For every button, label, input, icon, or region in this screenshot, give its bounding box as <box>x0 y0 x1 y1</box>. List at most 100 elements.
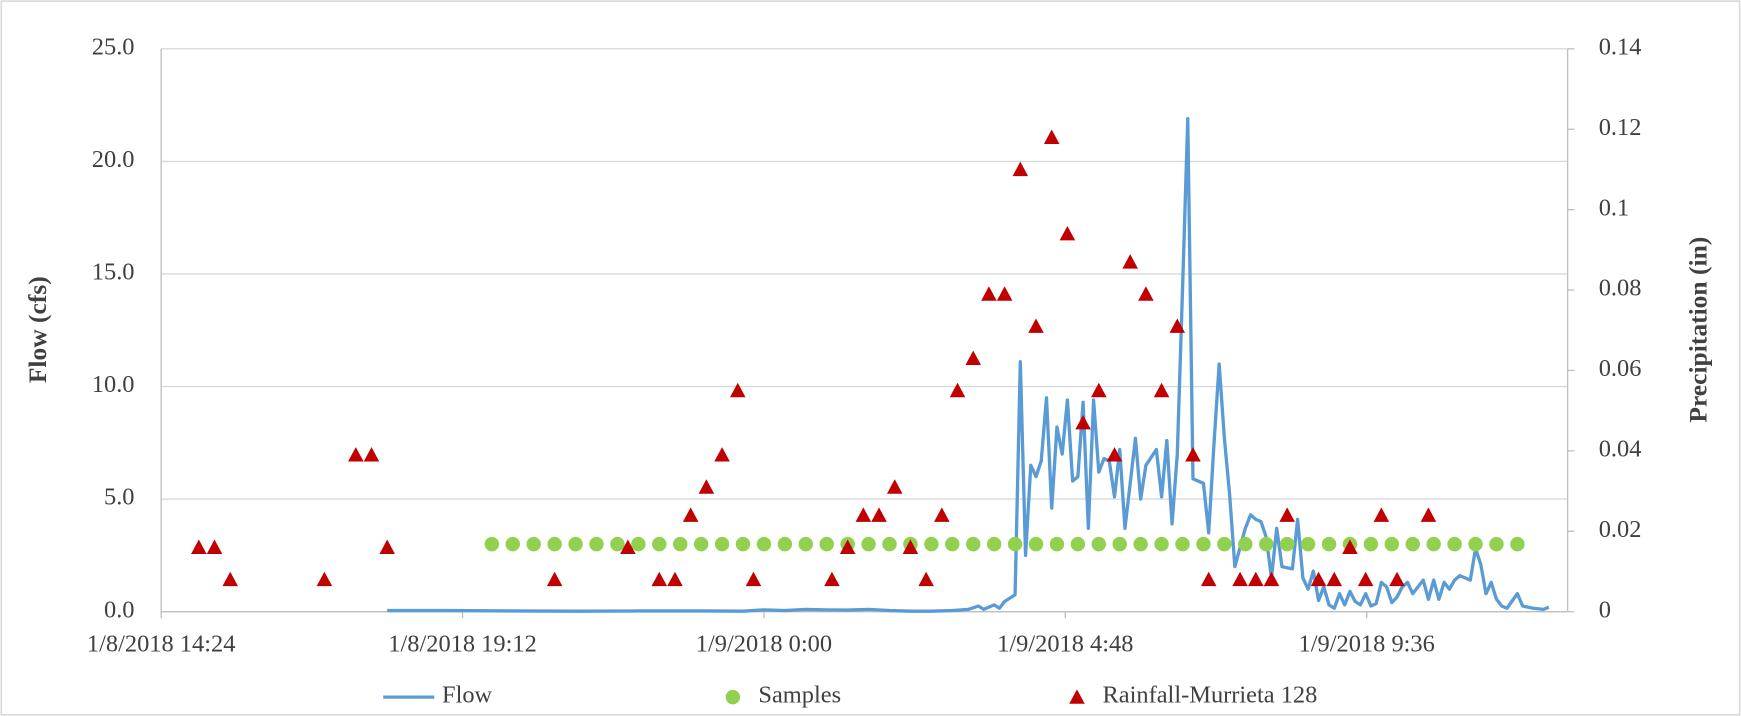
sample-marker <box>610 536 625 552</box>
sample-marker <box>714 536 730 552</box>
rain-marker <box>222 571 238 587</box>
rain-marker <box>316 571 333 587</box>
sample-marker <box>1049 536 1065 552</box>
sample-marker <box>924 536 939 552</box>
sample-marker <box>1447 536 1462 552</box>
sample-marker <box>1175 536 1190 552</box>
rain-marker <box>1138 286 1154 301</box>
rain-marker <box>1279 507 1295 522</box>
sample-marker <box>526 536 541 552</box>
y-tick-label: 5.0 <box>104 484 135 511</box>
rain-marker <box>839 539 856 554</box>
sample-marker <box>1489 536 1504 552</box>
sample-marker <box>1468 536 1483 552</box>
rain-marker <box>363 447 380 462</box>
x-tick-label: 1/8/2018 14:24 <box>87 631 235 658</box>
y-axis-title: Flow (cfs) <box>23 276 52 383</box>
y-tick-label: 20.0 <box>92 146 135 173</box>
rain-marker <box>698 479 715 494</box>
rain-marker <box>1357 571 1374 587</box>
rain-marker <box>1310 571 1327 587</box>
x-tick-label: 1/9/2018 9:36 <box>1299 631 1435 658</box>
legend-swatch <box>725 689 741 705</box>
sample-marker <box>1154 536 1169 552</box>
legend-label: Flow <box>442 682 493 709</box>
sample-marker <box>1426 536 1441 552</box>
sample-marker <box>1363 536 1379 552</box>
rain-marker <box>379 539 395 554</box>
y2-axis-title: Precipitation (in) <box>1684 237 1713 423</box>
rain-marker <box>1106 447 1123 462</box>
sample-marker <box>505 536 520 552</box>
sample-marker <box>819 536 834 552</box>
rain-marker <box>730 382 746 398</box>
rain-marker <box>191 539 207 554</box>
rain-marker <box>886 479 903 494</box>
rain-marker <box>1373 507 1390 522</box>
legend-label: Rainfall-Murrieta 128 <box>1103 682 1318 709</box>
rain-marker <box>918 571 934 587</box>
y-tick-label: 15.0 <box>92 259 135 286</box>
sample-marker <box>986 536 1002 552</box>
x-tick-label: 1/9/2018 0:00 <box>696 631 832 658</box>
sample-marker <box>882 536 897 552</box>
rain-marker <box>1043 129 1060 144</box>
sample-marker <box>1070 536 1086 552</box>
sample-marker <box>1279 536 1295 552</box>
rain-marker <box>1169 318 1186 333</box>
y2-tick-label: 0.02 <box>1599 516 1642 543</box>
sample-marker <box>1007 536 1023 552</box>
rain-marker <box>1389 571 1405 587</box>
y2-tick-label: 0.12 <box>1599 114 1642 141</box>
rain-marker <box>1091 382 1107 398</box>
sample-marker <box>652 536 667 552</box>
rain-marker <box>1075 414 1091 430</box>
x-tick-label: 1/8/2018 19:12 <box>388 631 536 658</box>
sample-marker <box>735 536 751 552</box>
rain-marker <box>1122 254 1138 269</box>
y-tick-label: 10.0 <box>92 371 135 398</box>
rain-marker <box>934 507 950 522</box>
sample-marker <box>1217 536 1232 552</box>
flow-line <box>387 116 1550 613</box>
rain-marker <box>1342 539 1358 554</box>
rain-marker <box>1200 571 1217 587</box>
rain-marker <box>546 571 563 587</box>
legend-swatch <box>1069 689 1085 704</box>
rain-marker <box>348 447 364 462</box>
rain-marker <box>651 571 668 587</box>
sample-marker <box>631 536 646 552</box>
sample-marker <box>693 536 709 552</box>
rain-marker <box>714 447 730 462</box>
sample-marker <box>777 536 793 552</box>
sample-marker <box>547 536 562 552</box>
sample-marker <box>568 536 583 552</box>
rain-marker <box>949 382 966 398</box>
y2-tick-label: 0.06 <box>1599 355 1642 382</box>
y2-tick-label: 0.04 <box>1599 435 1642 462</box>
rain-marker <box>206 539 223 554</box>
sample-marker <box>861 536 876 552</box>
sample-marker <box>1238 536 1253 552</box>
rain-marker <box>620 539 636 554</box>
sample-marker <box>484 536 500 552</box>
rain-marker <box>1012 161 1029 177</box>
rain-marker <box>996 286 1013 301</box>
sample-marker <box>966 536 981 552</box>
rain-marker <box>682 507 699 522</box>
rain-marker <box>1185 447 1201 462</box>
sample-marker <box>1091 536 1107 552</box>
y-tick-label: 25.0 <box>92 33 135 60</box>
rain-marker <box>1028 318 1044 333</box>
sample-marker <box>1384 536 1400 552</box>
y2-tick-label: 0.14 <box>1599 33 1642 60</box>
rain-marker <box>745 571 762 587</box>
sample-marker <box>1028 536 1044 552</box>
sample-marker <box>798 536 814 552</box>
rain-marker <box>855 507 872 522</box>
rain-marker <box>824 571 840 587</box>
y2-tick-label: 0 <box>1599 596 1611 623</box>
sample-marker <box>1405 536 1420 552</box>
